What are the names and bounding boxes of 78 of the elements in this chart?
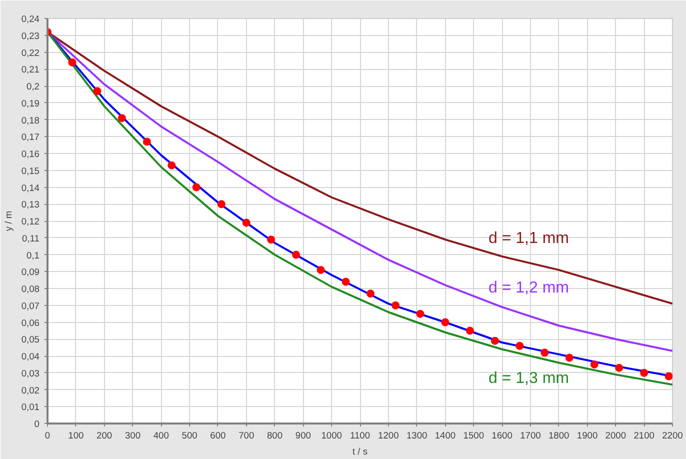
y-tick-label: 0,05 <box>21 334 40 345</box>
point <box>168 161 176 170</box>
y-tick-label: 0,23 <box>21 30 40 41</box>
x-axis-title: t / s <box>352 446 368 456</box>
x-tick-label: 800 <box>266 430 283 440</box>
series-label: d = 1,2 mm <box>488 279 569 296</box>
x-tick-label: 1000 <box>321 430 342 440</box>
y-tick-label: 0,12 <box>21 216 40 226</box>
x-tick-label: 1400 <box>434 430 456 440</box>
y-tick-label: 0,06 <box>21 318 40 328</box>
point <box>441 318 450 326</box>
y-tick-label: 0,13 <box>21 200 40 210</box>
point <box>142 138 151 146</box>
x-tick-label: 900 <box>295 430 311 440</box>
y-tick-label: 0,19 <box>21 98 40 108</box>
x-tick-label: 1600 <box>492 430 512 440</box>
y-tick-label: 0,18 <box>21 115 40 126</box>
point <box>292 250 300 259</box>
point <box>416 310 424 318</box>
point <box>516 342 524 350</box>
point <box>118 114 126 122</box>
point <box>664 372 672 380</box>
y-tick-label: 0,22 <box>21 48 40 58</box>
point <box>490 336 499 345</box>
x-tick-label: 1700 <box>520 430 541 440</box>
series-label: d = 1,1 mm <box>488 230 569 248</box>
point <box>640 368 648 377</box>
x-tick-label: 700 <box>238 430 254 440</box>
point <box>267 236 276 244</box>
x-tick-label: 1200 <box>378 430 399 440</box>
x-tick-label: 1800 <box>548 430 570 440</box>
y-tick-label: 0,1 <box>26 250 40 260</box>
y-tick-label: 0,08 <box>21 284 40 294</box>
y-tick-label: 0,04 <box>21 352 40 362</box>
point <box>466 326 474 335</box>
x-tick-label: 100 <box>68 430 84 440</box>
x-tick-label: 200 <box>96 430 112 440</box>
point <box>242 218 250 227</box>
y-tick-label: 0,2 <box>26 82 40 92</box>
y-tick-label: 0,01 <box>21 402 40 412</box>
x-tick-label: 1300 <box>406 430 428 440</box>
point <box>68 58 76 66</box>
point <box>615 364 624 372</box>
point <box>565 354 574 362</box>
x-tick-label: 2100 <box>634 430 654 440</box>
x-tick-label: 300 <box>124 430 141 440</box>
y-tick-label: 0,09 <box>21 267 40 278</box>
y-tick-label: 0,24 <box>21 14 40 24</box>
x-tick-label: 1100 <box>350 430 370 440</box>
y-tick-label: 0,17 <box>21 132 40 142</box>
point <box>590 360 598 368</box>
y-tick-label: 0 <box>34 419 40 429</box>
y-tick-label: 0,16 <box>21 149 40 159</box>
y-tick-label: 0,02 <box>21 385 40 396</box>
x-tick-label: 2000 <box>605 430 626 440</box>
x-tick-label: 600 <box>210 430 226 440</box>
series-label: d = 1,3 mm <box>488 370 569 388</box>
point <box>316 266 325 274</box>
point <box>93 87 102 96</box>
y-tick-label: 0,11 <box>22 233 40 244</box>
x-tick-label: 500 <box>182 430 198 440</box>
x-tick-label: 1900 <box>576 430 598 440</box>
y-axis-title: y / m <box>3 210 14 232</box>
point <box>342 278 350 286</box>
y-tick-label: 0,14 <box>21 182 40 193</box>
point <box>192 183 200 192</box>
x-tick-label: 2200 <box>662 430 683 440</box>
point <box>392 301 400 310</box>
x-tick-label: 0 <box>44 430 50 440</box>
point <box>540 348 549 357</box>
y-tick-label: 0,21 <box>21 64 40 75</box>
y-tick-label: 0,15 <box>21 166 40 176</box>
x-tick-label: 400 <box>153 430 169 440</box>
y-tick-label: 0,03 <box>21 368 40 378</box>
y-tick-label: 0,07 <box>21 300 40 311</box>
point <box>366 290 375 298</box>
x-tick-label: 1500 <box>463 430 484 440</box>
point <box>217 200 226 208</box>
